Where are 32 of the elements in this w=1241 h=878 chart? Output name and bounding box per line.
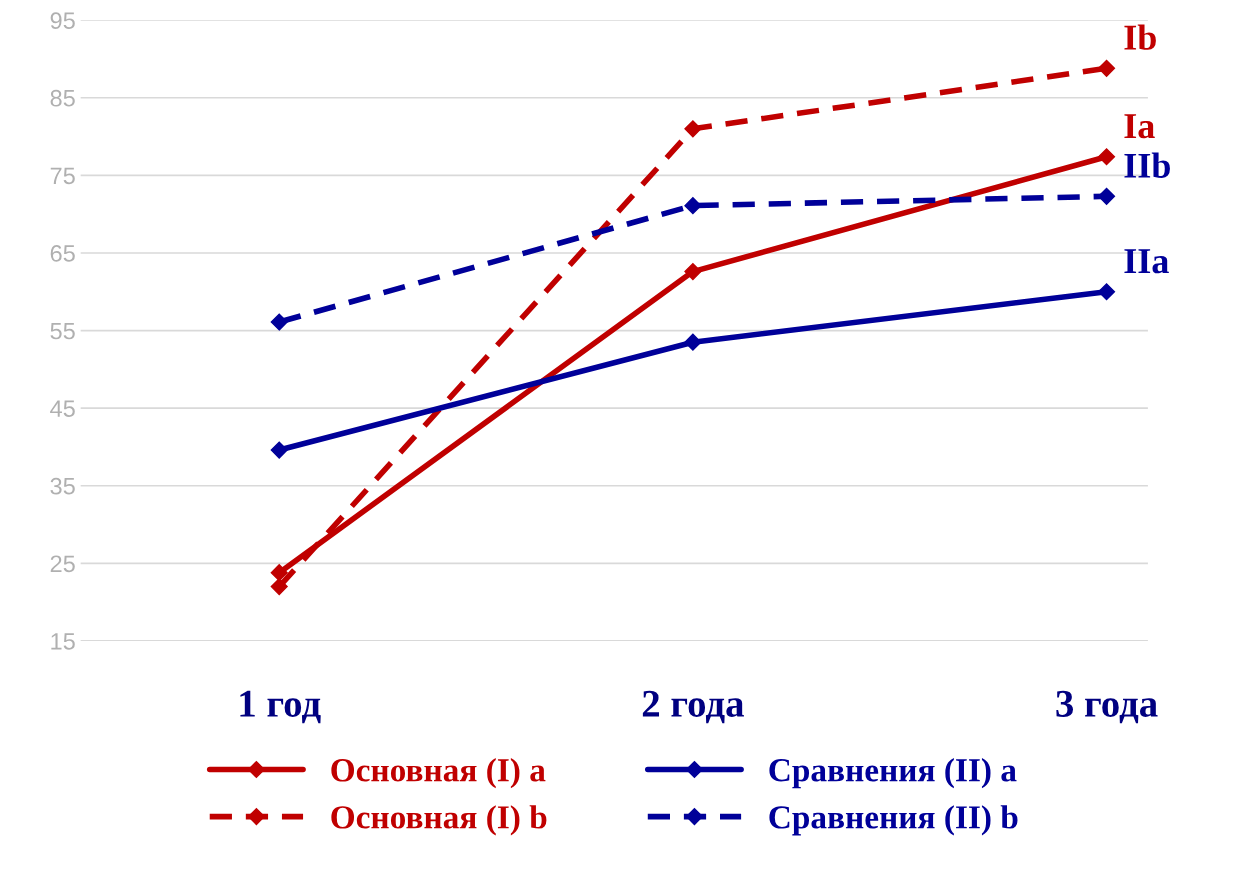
- point: [270, 441, 288, 459]
- y-tick-label: 65: [50, 245, 75, 262]
- legend-label: Основная (I) а: [331, 758, 546, 789]
- point: [1098, 283, 1116, 301]
- point: [270, 313, 288, 331]
- annotation: Ia: [1124, 114, 1155, 139]
- point: [684, 333, 702, 351]
- y-tick-label: 75: [50, 167, 75, 185]
- point: [1098, 59, 1116, 77]
- point: [684, 120, 702, 138]
- y-tick-label: 35: [50, 477, 75, 495]
- annotation: IIb: [1124, 152, 1170, 178]
- point: [270, 564, 288, 582]
- y-tick-label: 25: [50, 555, 75, 573]
- y-tick-label: 45: [50, 400, 75, 417]
- y-tick-label: 85: [50, 89, 75, 107]
- point: [684, 197, 702, 215]
- point: [1098, 148, 1116, 166]
- legend-label: Основная (I) b: [331, 805, 547, 836]
- point: [684, 263, 702, 281]
- x-tick-label: 3 года: [1056, 690, 1158, 724]
- y-tick-label: 55: [50, 322, 75, 340]
- x-tick-label: 1 год: [240, 690, 321, 724]
- legend-label: Сравнения (II) а: [769, 758, 1017, 789]
- x-tick-label: 2 года: [642, 690, 744, 724]
- legend-label: Сравнения (II) b: [769, 805, 1018, 836]
- annotation: IIa: [1124, 249, 1169, 274]
- point: [1098, 187, 1116, 205]
- point: [270, 578, 288, 596]
- y-tick-label: 95: [50, 12, 75, 29]
- annotation: Ib: [1124, 24, 1156, 50]
- y-tick-label: 15: [51, 633, 75, 650]
